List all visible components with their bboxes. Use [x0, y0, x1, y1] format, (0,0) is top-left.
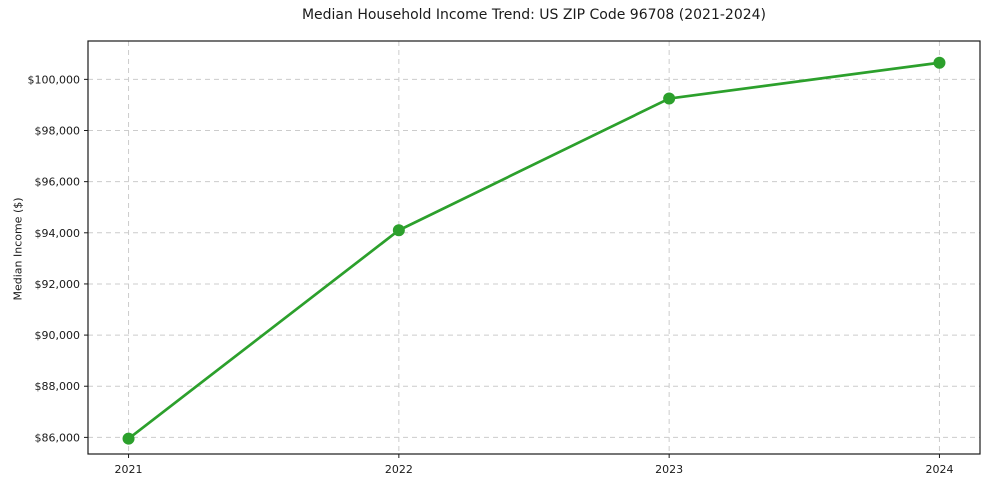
data-point [933, 56, 946, 69]
y-tick-label: $90,000 [35, 329, 81, 342]
x-tick-label: 2024 [925, 463, 953, 476]
y-tick-label: $92,000 [35, 278, 81, 291]
data-point [663, 92, 676, 105]
plot-frame [87, 40, 981, 455]
x-tick-label: 2021 [115, 463, 143, 476]
income-trend-line [127, 61, 941, 441]
x-tick-label: 2023 [655, 463, 683, 476]
data-point [392, 224, 405, 237]
y-tick-label: $98,000 [35, 125, 81, 138]
data-point [122, 432, 135, 445]
y-tick-label: $88,000 [35, 380, 81, 393]
y-tick-label: $94,000 [35, 227, 81, 240]
chart-title: Median Household Income Trend: US ZIP Co… [301, 7, 767, 23]
x-tick-label: 2022 [385, 463, 413, 476]
y-tick-label: $96,000 [35, 176, 81, 189]
y-tick-label: $86,000 [35, 431, 81, 444]
y-tick-label: $100,000 [28, 73, 81, 86]
